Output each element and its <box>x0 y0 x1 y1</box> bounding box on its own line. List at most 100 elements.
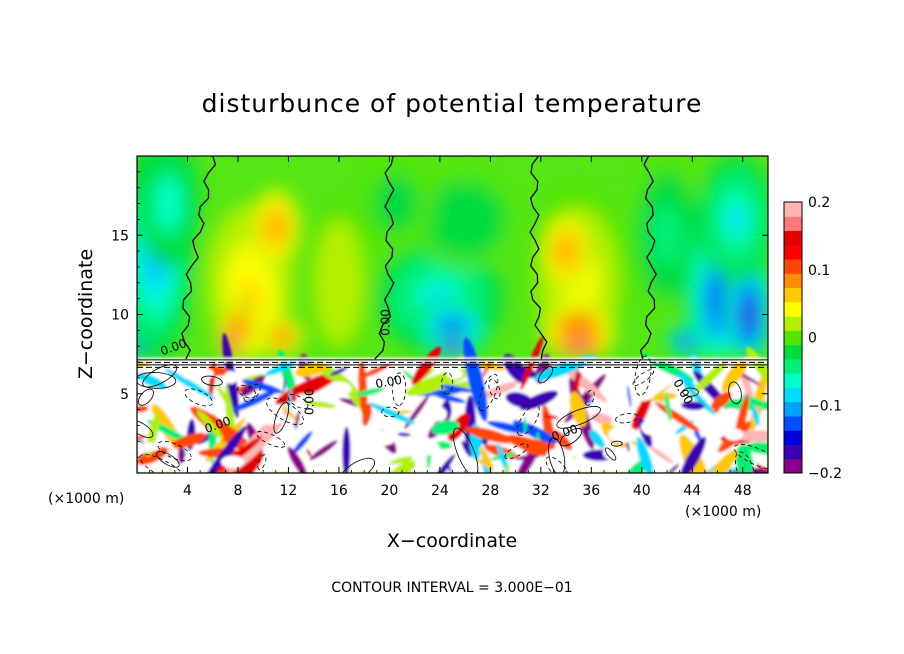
field-patch <box>388 194 404 214</box>
x-tick-label: 48 <box>734 483 752 499</box>
turbulent-patch <box>291 431 313 455</box>
contour-interval-note: CONTOUR INTERVAL = 3.000E−01 <box>331 580 572 596</box>
turbulent-patch <box>355 387 385 397</box>
turbulent-contour <box>634 355 652 396</box>
x-ticks: 4 8 12 16 20 24 28 32 36 40 44 48 <box>149 156 756 499</box>
colorbar-swatch <box>784 244 802 260</box>
y-tick-label: 10 <box>111 308 129 324</box>
turbulent-contour <box>604 447 617 461</box>
turbulent-patch <box>505 392 534 408</box>
turbulent-contour <box>339 457 376 473</box>
contour-label-1: 0.00 <box>378 309 392 336</box>
turbulent-contour <box>137 419 154 438</box>
turbulent-patch <box>694 361 728 393</box>
turbulent-patch <box>569 391 587 427</box>
turbulent-contour <box>139 454 187 473</box>
turbulent-contour <box>156 451 180 468</box>
turbulent-patch <box>735 444 754 473</box>
colorbar-tick-label: −0.2 <box>808 466 842 482</box>
turbulent-patch <box>515 454 541 460</box>
turbulent-contour <box>516 404 540 436</box>
turbulent-patch <box>679 436 707 473</box>
field-patch <box>447 343 458 350</box>
white-patch <box>447 369 463 380</box>
turbulent-patch <box>627 385 632 408</box>
turbulent-patch <box>461 440 471 457</box>
colorbar-swatch <box>784 202 802 217</box>
white-patch <box>327 381 352 396</box>
turbulent-contour <box>201 375 223 387</box>
colorbar-swatch <box>784 387 802 403</box>
turbulent-contour <box>381 406 400 418</box>
colorbar-swatch <box>784 430 802 445</box>
turbulent-contour <box>682 387 699 397</box>
colorbar-swatch <box>784 344 802 360</box>
x-tick-label: 44 <box>683 483 701 499</box>
turbulent-patch <box>636 436 654 473</box>
field-patch <box>162 190 175 217</box>
white-patch <box>137 412 150 422</box>
field-patch <box>455 209 476 229</box>
colorbar-swatch <box>784 301 802 317</box>
field-patch <box>682 338 690 345</box>
turbulent-patch <box>502 464 511 473</box>
zero-contour <box>181 156 217 360</box>
x-tick-label: 20 <box>380 483 398 499</box>
colorbar <box>783 201 803 474</box>
colorbar-swatch <box>784 358 802 374</box>
turbulent-patch <box>329 367 348 377</box>
x-tick-label: 4 <box>183 483 192 499</box>
white-patch <box>724 428 744 441</box>
turbulent-contour <box>584 389 595 406</box>
white-patch <box>145 395 182 406</box>
turbulent-patch <box>397 432 411 437</box>
turbulent-patch <box>520 336 544 391</box>
field-patch <box>332 266 346 299</box>
white-patch <box>431 406 447 422</box>
white-patch <box>364 430 397 446</box>
x-tick-label: 16 <box>330 483 348 499</box>
colorbar-ticks: 0.2 0.1 0 −0.1 −0.2 <box>808 195 842 482</box>
turbulent-contour <box>237 384 257 399</box>
colorbar-tick-label: 0.1 <box>808 263 830 279</box>
turbulent-patch <box>710 391 732 410</box>
turbulent-contour <box>556 406 601 429</box>
turbulent-patch <box>342 426 351 473</box>
turbulent-patch <box>137 405 149 413</box>
turbulent-contour <box>478 373 499 412</box>
turbulent-contour <box>441 372 454 395</box>
turbulent-patch <box>241 379 283 394</box>
white-patch <box>224 370 238 384</box>
turbulent-patch <box>731 430 768 442</box>
x-unit-label-left: (×1000 m) <box>48 491 124 507</box>
lower-field <box>137 333 768 473</box>
white-patch <box>608 425 638 444</box>
colorbar-swatch <box>784 373 802 388</box>
turbulent-contour <box>142 364 178 388</box>
turbulent-patch <box>164 368 216 400</box>
white-patch <box>137 442 161 452</box>
turbulent-patch <box>482 361 491 378</box>
turbulent-patch <box>677 372 698 392</box>
white-patch <box>640 418 667 436</box>
turbulent-patch <box>487 420 531 435</box>
turbulent-patch <box>679 434 714 473</box>
x-tick-label: 24 <box>431 483 449 499</box>
white-patch <box>276 431 292 439</box>
turbulent-patch <box>386 460 416 473</box>
zero-contour <box>639 156 657 360</box>
y-axis-label: Z−coordinate <box>75 249 97 379</box>
white-patch <box>137 387 159 399</box>
white-patch <box>545 447 574 468</box>
turbulent-patch <box>303 400 337 409</box>
turbulent-contour <box>488 378 501 400</box>
turbulent-patch <box>287 446 308 473</box>
turbulent-patch <box>306 448 312 458</box>
white-patch <box>296 393 310 402</box>
turbulent-patch <box>664 392 672 422</box>
turbulent-patch <box>523 416 527 434</box>
turbulent-contour <box>548 437 566 473</box>
turbulent-contour <box>257 454 267 470</box>
colorbar-swatch <box>784 330 802 346</box>
colorbar-swatch <box>784 259 802 274</box>
